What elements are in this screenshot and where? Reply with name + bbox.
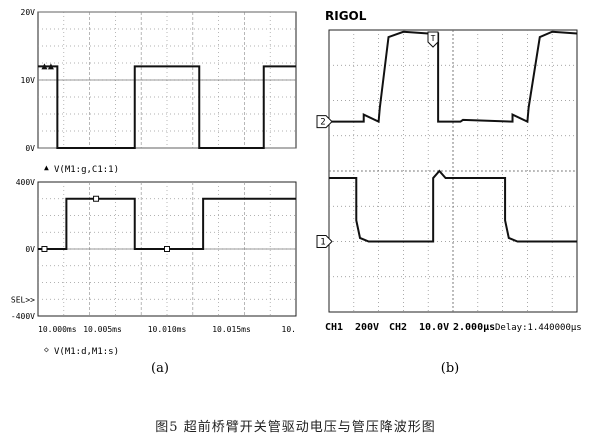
trigger-marker: T <box>427 31 439 48</box>
x-tick-label: 10.000ms <box>38 325 77 334</box>
series-gate-voltage-points <box>41 63 54 70</box>
legend-top-label: V(M1:g,C1:1) <box>54 165 119 175</box>
scope-grid <box>329 30 577 312</box>
legend-top-marker: ▲ <box>44 163 49 172</box>
ch2-label: CH2 <box>389 322 407 333</box>
series-marker-triangle <box>47 63 54 70</box>
y-tick-label: SEL>> <box>11 295 35 304</box>
series-drain-source-voltage-points <box>41 195 170 252</box>
ch2-marker-label: 2 <box>320 118 325 128</box>
ch1-marker: 1 <box>316 235 333 248</box>
x-tick-label: 10. <box>282 325 296 334</box>
ch2-marker: 2 <box>316 115 333 129</box>
y-tick-label: 0V <box>25 144 35 153</box>
legend-bottom-label: V(M1:d,M1:s) <box>54 347 119 357</box>
y-tick-label: 20V <box>21 8 36 17</box>
x-axis-ticks: 10.000ms 10.005ms 10.010ms 10.015ms 10. <box>38 325 296 334</box>
scope-brand: RIGOL <box>325 9 367 23</box>
y-tick-label: 10V <box>21 76 36 85</box>
figure-caption: 图5 超前桥臂开关管驱动电压与管压降波形图 <box>155 420 436 435</box>
series-drain-source-voltage-line <box>38 197 296 250</box>
y-tick-label: 0V <box>25 245 35 254</box>
series-marker-square <box>41 246 48 252</box>
plot-bottom: 400V 0V SEL>> -400V <box>11 178 297 321</box>
ch1-waveform <box>329 169 577 243</box>
series-marker-square <box>164 246 170 252</box>
x-tick-label: 10.010ms <box>148 325 187 334</box>
ch2-waveform <box>329 30 578 124</box>
x-tick-label: 10.015ms <box>212 325 251 334</box>
ch1-marker-label: 1 <box>320 238 325 248</box>
series-marker-square <box>93 195 100 202</box>
series-marker-triangle <box>41 63 48 70</box>
panel-b-label: (b) <box>441 361 459 376</box>
x-tick-label: 10.005ms <box>83 325 122 334</box>
y-tick-label: -400V <box>11 312 35 321</box>
figure-a: 20V 10V 0V ▲ V(M1:g,C1:1) 400V 0V SEL>> -400V… <box>11 8 297 376</box>
y-tick-label: 400V <box>16 178 35 187</box>
legend-bottom-marker: ◇ <box>44 345 49 354</box>
trigger-marker-label: T <box>431 34 436 43</box>
timebase: 2.000μs <box>453 322 495 333</box>
ch1-scale: 200V <box>355 322 379 333</box>
ch1-label: CH1 <box>325 322 343 333</box>
scope-status-bar: CH1 200V CH2 10.0V 2.000μs Delay:1.44000… <box>325 322 582 333</box>
delay: Delay:1.440000μs <box>495 323 582 333</box>
ch2-scale: 10.0V <box>419 322 449 333</box>
figure-b: RIGOL T 2 1 CH1 200V CH2 10.0V 2.000μs D… <box>316 9 582 376</box>
series-gate-voltage-line <box>38 65 296 149</box>
panel-a-label: (a) <box>151 361 169 376</box>
scope-screen <box>328 29 578 313</box>
plot-top: 20V 10V 0V <box>21 8 297 153</box>
